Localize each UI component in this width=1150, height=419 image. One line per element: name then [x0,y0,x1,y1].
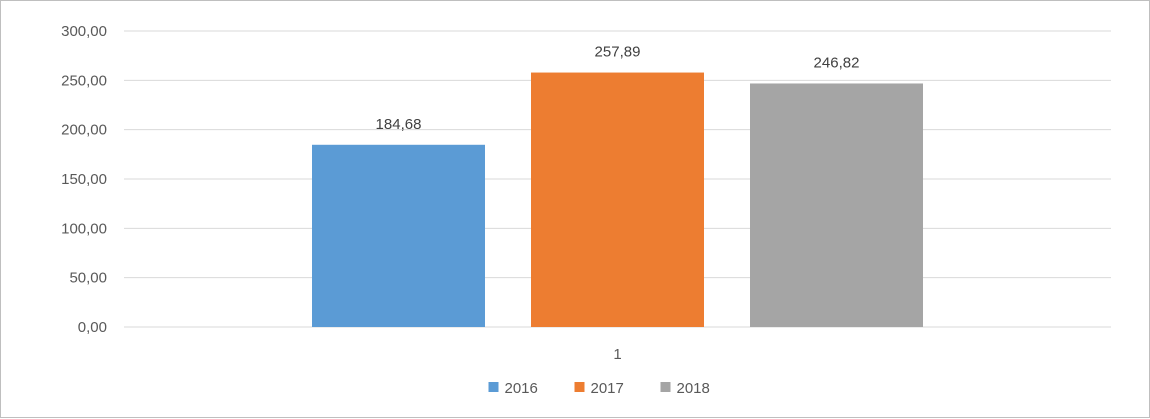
y-tick-label: 300,00 [61,23,107,40]
legend-swatch-2016 [488,382,499,392]
x-tick-label: 1 [613,346,621,363]
y-tick-label: 100,00 [61,220,107,237]
y-tick-label: 0,00 [78,319,107,336]
x-axis-tick-labels: 1 [613,346,621,363]
y-axis-tick-labels: 0,00 50,00 100,00 150,00 200,00 250,00 300,00 [61,23,107,336]
legend-swatch-2017 [574,382,585,392]
y-tick-label: 50,00 [69,270,107,287]
data-label-2017: 257,89 [595,44,641,61]
legend-label-2016: 2016 [505,380,538,397]
legend-label-2018: 2018 [677,380,710,397]
bar-2018 [750,83,923,327]
y-tick-label: 200,00 [61,122,107,139]
legend: 2016 2017 2018 [488,380,710,397]
data-label-2018: 246,82 [814,54,860,71]
legend-label-2017: 2017 [591,380,624,397]
bar-2017 [531,72,704,328]
y-tick-label: 150,00 [61,171,107,188]
bar-2016 [312,144,485,327]
data-labels: 184,68 257,89 246,82 [376,44,860,133]
bars [312,72,923,328]
legend-swatch-2018 [660,382,671,392]
y-tick-label: 250,00 [61,72,107,89]
data-label-2016: 184,68 [376,116,422,133]
